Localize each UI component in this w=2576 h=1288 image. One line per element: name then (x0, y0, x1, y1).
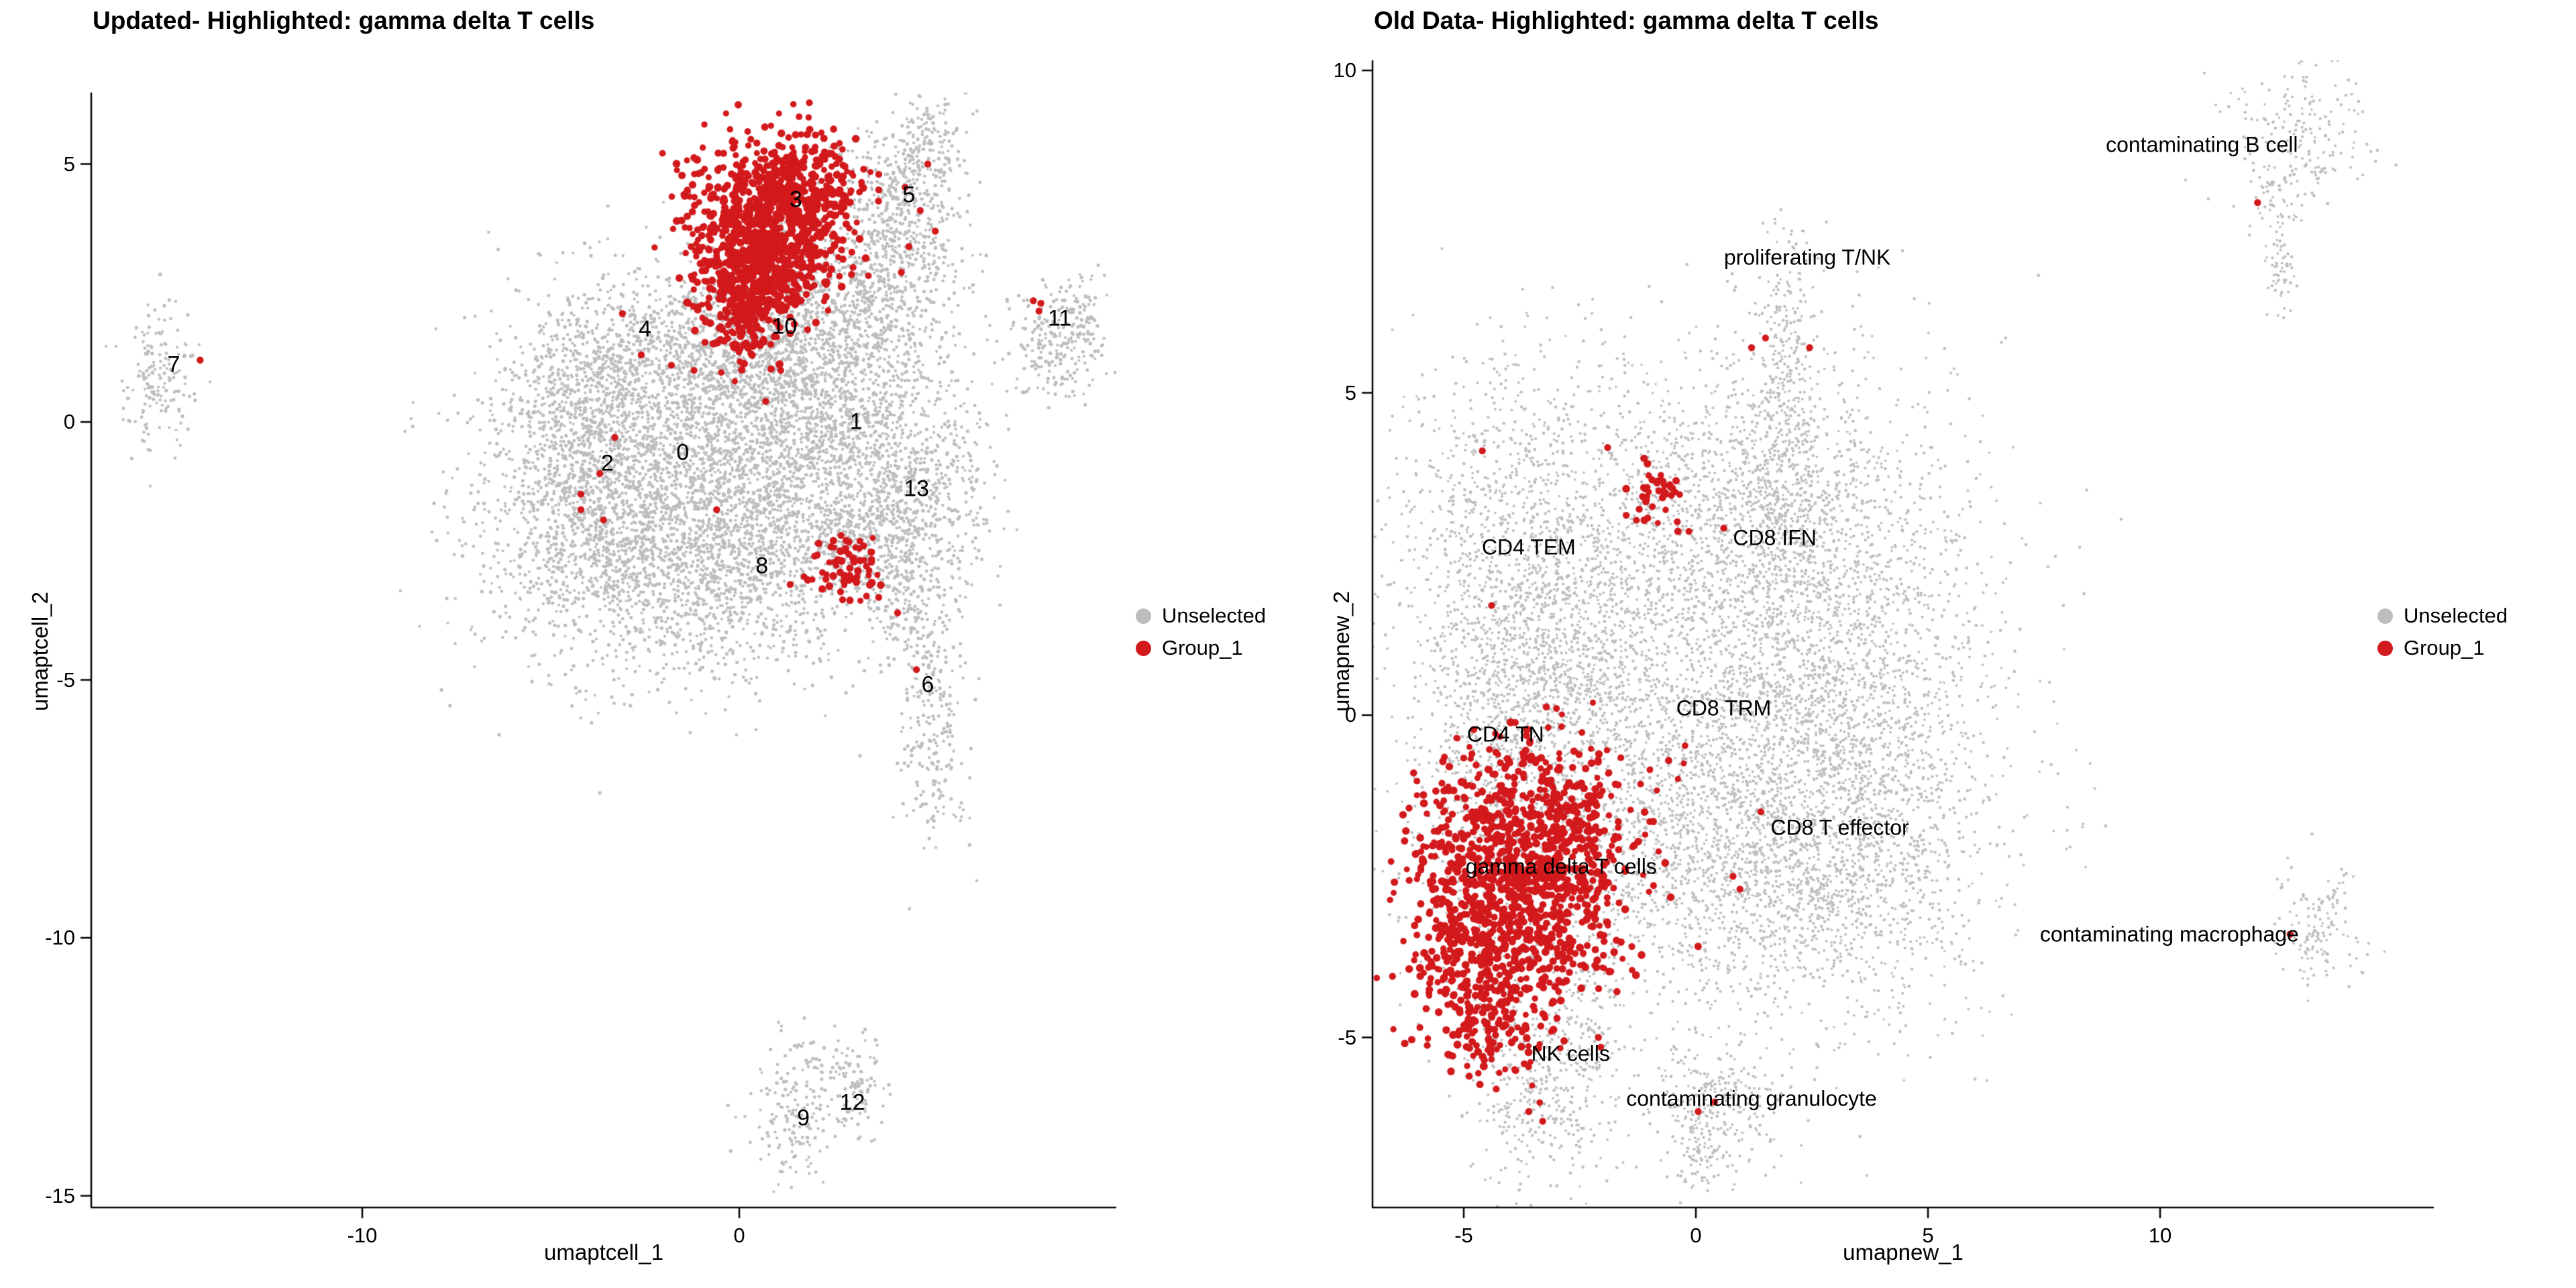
cluster-annotation: 8 (755, 553, 769, 579)
group1-swatch-icon (2377, 640, 2393, 656)
cluster-annotation: CD4 TN (1466, 722, 1544, 747)
cluster-annotation: 7 (167, 352, 180, 378)
cluster-annotation: 1 (849, 409, 863, 435)
y-tick-label: -5 (1338, 1025, 1356, 1049)
group1-swatch-icon (1136, 640, 1151, 656)
cluster-annotation: contaminating B cell (2106, 132, 2298, 156)
cluster-annotation: NK cells (1531, 1041, 1610, 1066)
unselected-label: Unselected (2404, 604, 2508, 627)
cluster-annotation: CD4 TEM (1481, 535, 1576, 559)
cluster-annotation: 4 (639, 316, 651, 342)
left-legend: Unselected Group_1 (1136, 602, 1266, 661)
x-tick-label: -10 (347, 1224, 378, 1247)
y-tick-label: 5 (1344, 380, 1356, 405)
y-tick-label: 0 (63, 410, 75, 433)
x-tick-label: 10 (2148, 1224, 2172, 1247)
right-plot-title: Old Data- Highlighted: gamma delta T cel… (1374, 7, 1879, 34)
cluster-annotation: 0 (676, 439, 690, 466)
cluster-annotation: 13 (904, 476, 930, 502)
cluster-annotation: 2 (600, 450, 614, 476)
unselected-swatch-icon (1136, 608, 1151, 624)
y-tick-label: -5 (56, 667, 75, 692)
left-legend-group1: Group_1 (1136, 635, 1266, 661)
group1-label: Group_1 (1162, 636, 1243, 659)
unselected-label: Unselected (1162, 604, 1267, 627)
right-legend-unselected: Unselected (2377, 602, 2508, 629)
cluster-annotation: 10 (771, 313, 798, 339)
right-x-axis-label: umapnew_1 (1843, 1240, 1964, 1265)
group1-label: Group_1 (2404, 636, 2485, 659)
cluster-annotation: CD8 T effector (1770, 815, 1909, 840)
left-plot-title: Updated- Highlighted: gamma delta T cell… (93, 7, 595, 34)
cluster-annotation: contaminating granulocyte (1626, 1086, 1877, 1111)
y-tick-label: 5 (63, 152, 75, 176)
x-tick-label: 0 (733, 1224, 745, 1247)
y-tick-label: -10 (45, 926, 75, 949)
cluster-annotation: 5 (902, 182, 916, 208)
right-legend: Unselected Group_1 (2377, 602, 2508, 661)
right-y-axis-label: umapnew_2 (1329, 591, 1354, 712)
cluster-annotation: 6 (921, 672, 934, 698)
left-y-axis-label: umaptcell_2 (28, 592, 52, 711)
left-legend-unselected: Unselected (1136, 602, 1266, 629)
cluster-annotation: CD8 IFN (1733, 525, 1817, 550)
y-tick-label: -15 (45, 1183, 75, 1208)
y-tick-label: 0 (1344, 703, 1356, 727)
x-tick-label: 5 (1922, 1224, 1934, 1247)
cluster-annotation: 3 (789, 186, 802, 213)
cluster-annotation: 9 (797, 1105, 810, 1131)
unselected-swatch-icon (2377, 608, 2393, 624)
cluster-annotation: gamma delta T cells (1465, 854, 1657, 879)
cluster-annotation: contaminating macrophage (2039, 922, 2299, 947)
x-tick-label: 0 (1690, 1224, 1702, 1247)
cluster-annotation: 11 (1048, 305, 1072, 331)
x-tick-label: -5 (1454, 1224, 1473, 1247)
cluster-annotation: proliferating T/NK (1723, 245, 1891, 270)
y-tick-label: 10 (1333, 58, 1356, 82)
cluster-annotation: CD8 TRM (1676, 696, 1772, 720)
cluster-annotation: 12 (839, 1089, 865, 1116)
right-legend-group1: Group_1 (2377, 635, 2508, 661)
left-x-axis-label: umaptcell_1 (544, 1240, 663, 1265)
